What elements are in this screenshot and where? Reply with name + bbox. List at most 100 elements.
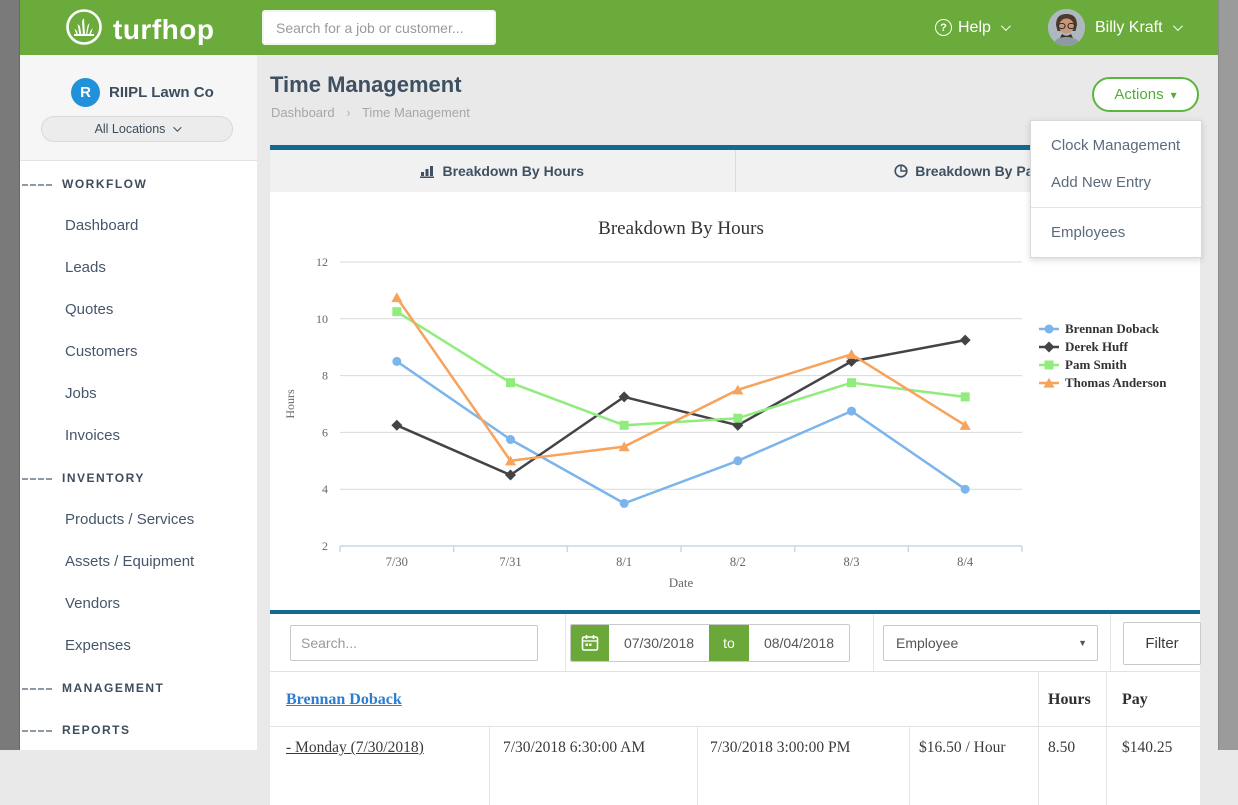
divider [909, 727, 910, 805]
svg-text:8/1: 8/1 [616, 555, 632, 569]
divider [565, 614, 566, 671]
sidebar: R RIIPL Lawn Co All Locations WORKFLOW Da… [20, 55, 257, 750]
svg-text:Breakdown By Hours: Breakdown By Hours [598, 218, 764, 239]
help-label: Help [958, 18, 991, 36]
date-range-picker: to [570, 624, 850, 662]
pay-value: $140.25 [1122, 739, 1173, 756]
breadcrumb: Dashboard › Time Management [271, 105, 470, 120]
legend-item-pam-smith[interactable]: Pam Smith [1038, 356, 1198, 374]
square-series-marker-icon [1039, 360, 1059, 370]
legend-label: Derek Huff [1065, 339, 1128, 354]
location-filter-label: All Locations [94, 122, 166, 136]
svg-text:8: 8 [322, 369, 328, 383]
menu-item-clock-management[interactable]: Clock Management [1051, 137, 1181, 154]
legend-label: Pam Smith [1065, 357, 1127, 372]
sidebar-item-assets-equipment[interactable]: Assets / Equipment [65, 553, 195, 570]
sidebar-item-expenses[interactable]: Expenses [65, 637, 131, 654]
column-header-hours: Hours [1048, 691, 1091, 708]
sidebar-item-vendors[interactable]: Vendors [65, 595, 121, 612]
sidebar-item-customers[interactable]: Customers [65, 343, 138, 360]
pay-rate-value: $16.50 / Hour [919, 739, 1006, 756]
user-avatar[interactable] [1048, 9, 1085, 46]
divider [1038, 672, 1039, 726]
svg-text:8/4: 8/4 [957, 555, 974, 569]
divider [697, 727, 698, 805]
tab-breakdown-by-hours[interactable]: Breakdown By Hours [270, 150, 735, 192]
actions-button-label: Actions [1114, 86, 1164, 103]
sidebar-item-jobs[interactable]: Jobs [65, 385, 97, 402]
legend-item-thomas-anderson[interactable]: Thomas Anderson [1038, 374, 1198, 392]
section-divider-bar [270, 610, 1200, 614]
sidebar-item-invoices[interactable]: Invoices [65, 427, 121, 444]
breadcrumb-item-current: Time Management [361, 105, 470, 120]
sidebar-item-products-services[interactable]: Products / Services [65, 511, 195, 528]
bar-chart-icon [420, 165, 435, 178]
sidebar-nav: WORKFLOW Dashboard Leads Quotes Customers Job… [20, 161, 257, 751]
location-filter-dropdown[interactable]: All Locations [41, 116, 233, 142]
user-menu[interactable]: Billy Kraft [1095, 0, 1183, 55]
legend-item-brennan-doback[interactable]: Brennan Doback [1038, 320, 1198, 338]
legend-item-derek-huff[interactable]: Derek Huff [1038, 338, 1198, 356]
date-range-to-label: to [709, 625, 749, 661]
sidebar-section-workflow[interactable]: WORKFLOW [20, 163, 257, 205]
chart-legend: Brennan Doback Derek Huff Pam Smith Thomas … [1038, 320, 1198, 392]
legend-label: Brennan Doback [1065, 321, 1160, 336]
sidebar-section-inventory[interactable]: INVENTORY [20, 457, 257, 499]
actions-button[interactable]: Actions ▾ [1092, 77, 1199, 112]
sidebar-item-dashboard[interactable]: Dashboard [65, 217, 139, 234]
triangle-series-marker-icon [1039, 377, 1059, 388]
pie-chart-icon [894, 164, 908, 178]
page-scrollbar[interactable] [1218, 0, 1238, 750]
divider [489, 727, 490, 805]
divider [873, 614, 874, 671]
filter-button[interactable]: Filter [1123, 622, 1201, 665]
svg-text:Date: Date [669, 575, 694, 590]
sidebar-section-reports[interactable]: REPORTS [20, 709, 257, 751]
chart-panel: Breakdown By Hours 2 4 6 8 10 12 7/30 7/31 8/1 8/2… [270, 192, 1200, 610]
clock-in-value: 7/30/2018 6:30:00 AM [503, 739, 646, 756]
divider [1106, 672, 1107, 726]
calendar-button[interactable] [571, 625, 609, 661]
breadcrumb-separator: › [346, 105, 351, 120]
help-menu[interactable]: ? Help [935, 0, 1011, 55]
tab-breakdown-by-pay[interactable]: Breakdown By Pay [734, 150, 1201, 192]
divider [1110, 614, 1111, 671]
menu-item-add-new-entry[interactable]: Add New Entry [1051, 174, 1152, 191]
menu-divider [1031, 207, 1201, 208]
table-search-input[interactable] [290, 625, 538, 661]
employee-group-link[interactable]: Brennan Doback [286, 691, 402, 708]
tab-label: Breakdown By Hours [442, 163, 585, 179]
calendar-icon [581, 635, 599, 651]
chevron-down-icon [1000, 21, 1011, 32]
svg-text:6: 6 [322, 425, 328, 439]
breadcrumb-item-dashboard[interactable]: Dashboard [271, 105, 335, 120]
clock-out-value: 7/30/2018 3:00:00 PM [710, 739, 851, 756]
window-edge-left [0, 0, 20, 750]
brand-logo[interactable]: turfhop [65, 8, 214, 51]
day-entry-link[interactable]: - Monday (7/30/2018) [286, 739, 424, 756]
chevron-down-icon [173, 123, 183, 132]
column-header-pay: Pay [1122, 691, 1148, 708]
svg-text:7/31: 7/31 [499, 555, 521, 569]
company-badge[interactable]: R [71, 78, 100, 107]
svg-text:8/3: 8/3 [844, 555, 860, 569]
sidebar-section-management[interactable]: MANAGEMENT [20, 667, 257, 709]
divider [1038, 727, 1039, 805]
table-group-header-row: Brennan Doback Hours Pay [270, 672, 1200, 727]
company-name: RIIPL Lawn Co [109, 84, 214, 101]
chevron-down-icon [1172, 21, 1183, 32]
employee-select[interactable]: Employee [883, 625, 1098, 661]
date-from-input[interactable] [609, 625, 709, 661]
svg-text:4: 4 [322, 482, 328, 496]
sidebar-item-leads[interactable]: Leads [65, 259, 106, 276]
svg-text:Hours: Hours [283, 389, 297, 419]
sidebar-company-panel: R RIIPL Lawn Co All Locations [20, 55, 257, 161]
circle-series-marker-icon [1039, 324, 1059, 334]
menu-item-employees[interactable]: Employees [1051, 224, 1126, 241]
svg-text:7/30: 7/30 [386, 555, 408, 569]
brand-wordmark: turfhop [113, 13, 215, 45]
caret-down-icon: ▾ [1170, 87, 1177, 102]
sidebar-item-quotes[interactable]: Quotes [65, 301, 114, 318]
date-to-input[interactable] [749, 625, 849, 661]
global-search-input[interactable] [262, 10, 496, 45]
